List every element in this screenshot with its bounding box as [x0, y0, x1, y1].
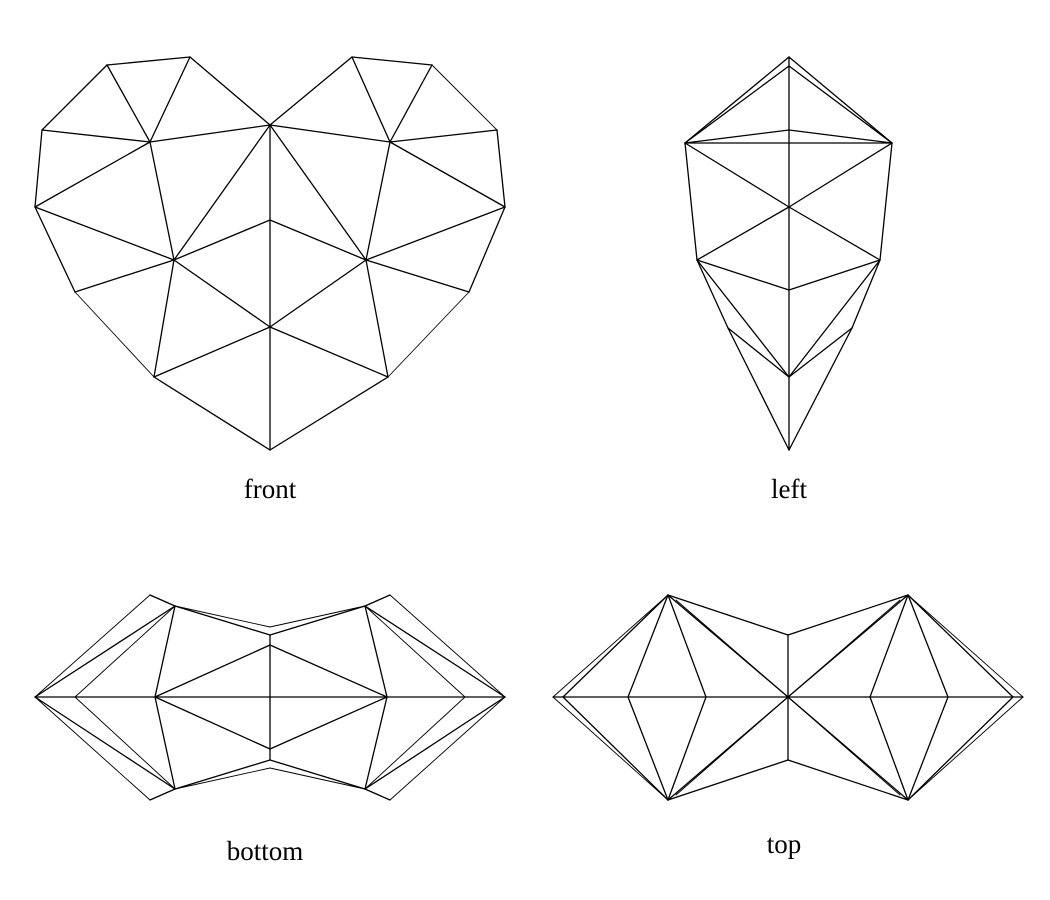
left-view — [684, 56, 893, 451]
bottom-view-label: bottom — [227, 836, 304, 866]
front-view — [34, 56, 506, 451]
top-view — [552, 594, 1024, 801]
top-view-label: top — [767, 829, 802, 859]
front-view-label: front — [244, 474, 297, 504]
bottom-view — [34, 594, 506, 801]
left-view-label: left — [771, 474, 807, 504]
